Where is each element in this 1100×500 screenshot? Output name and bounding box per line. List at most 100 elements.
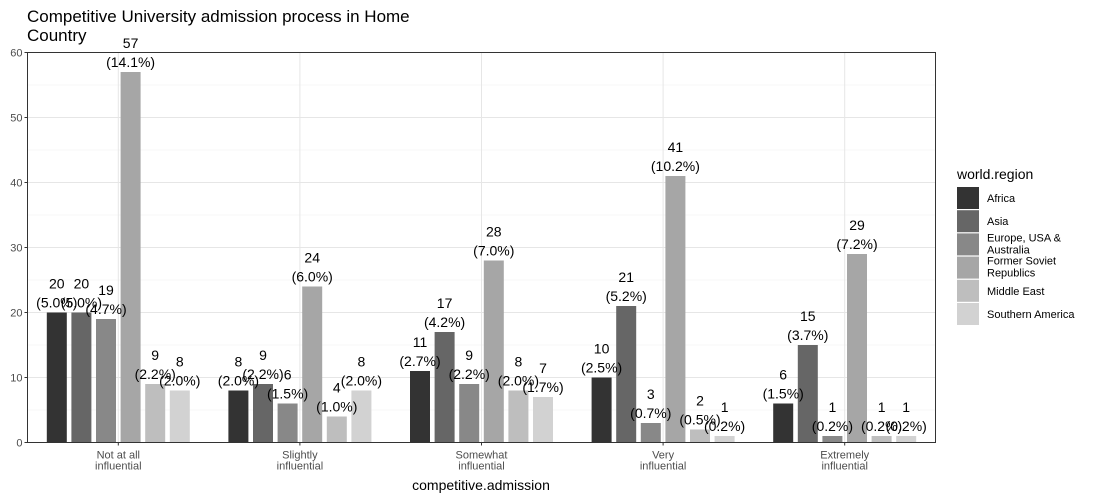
legend-label: Asia bbox=[987, 216, 1009, 228]
legend-key bbox=[957, 279, 979, 302]
data-label-percent: (1.7%) bbox=[522, 379, 563, 395]
bar bbox=[46, 312, 67, 443]
bar bbox=[434, 332, 455, 443]
data-labels: 20(5.0%)8(2.0%)11(2.7%)10(2.5%) 6(1.5%)20… bbox=[36, 35, 927, 434]
data-label-value: 1 bbox=[829, 399, 837, 415]
data-label-percent: (4.2%) bbox=[424, 314, 465, 330]
data-label-value: 8 bbox=[358, 354, 366, 370]
legend-label: Southern America bbox=[987, 309, 1075, 321]
data-label-value: 1 bbox=[878, 399, 886, 415]
data-label-percent: (3.7%) bbox=[787, 327, 828, 343]
legend-key bbox=[957, 187, 979, 209]
bar bbox=[169, 390, 190, 443]
data-label-percent: (5.0%) bbox=[36, 295, 77, 311]
bar bbox=[871, 436, 892, 443]
bar bbox=[714, 436, 735, 443]
bar bbox=[896, 436, 917, 443]
data-label-percent: (5.0%) bbox=[61, 295, 102, 311]
data-label-percent: (0.2%) bbox=[886, 418, 927, 434]
legend-key bbox=[957, 256, 979, 279]
data-label-value: 8 bbox=[235, 354, 243, 370]
data-label-percent: (2.2%) bbox=[242, 366, 283, 382]
x-tick-label: Extremely bbox=[820, 450, 869, 462]
data-label-value: 19 bbox=[98, 282, 114, 298]
legend-label: Former Soviet bbox=[987, 256, 1056, 268]
x-tick-label: Slightly bbox=[282, 450, 318, 462]
data-label-value: 1 bbox=[902, 399, 910, 415]
bar bbox=[847, 254, 867, 443]
x-tick-label: Not at all bbox=[97, 450, 140, 462]
x-tick-label: influential bbox=[640, 461, 686, 473]
bar bbox=[690, 429, 710, 443]
legend-key bbox=[957, 303, 979, 325]
data-label-value: 20 bbox=[49, 276, 65, 292]
data-label-percent: (2.2%) bbox=[135, 366, 176, 382]
data-label-value: 9 bbox=[465, 347, 473, 363]
bar bbox=[351, 390, 372, 443]
bar bbox=[616, 306, 637, 443]
x-tick-label: influential bbox=[821, 461, 867, 473]
data-label-percent: (0.5%) bbox=[679, 412, 720, 428]
data-label-percent: (5.2%) bbox=[606, 288, 647, 304]
bar bbox=[483, 260, 504, 443]
data-label-percent: (0.7%) bbox=[630, 405, 671, 421]
legend-title: world.region bbox=[956, 166, 1033, 182]
data-label-value: 11 bbox=[413, 334, 428, 350]
data-label-percent: (0.2%) bbox=[812, 418, 853, 434]
data-label-value: 29 bbox=[849, 217, 865, 233]
bars bbox=[46, 72, 917, 443]
legend-key bbox=[957, 210, 979, 233]
legend-key bbox=[957, 233, 979, 256]
x-tick-label: influential bbox=[95, 461, 141, 473]
legend-label: Middle East bbox=[987, 286, 1044, 298]
bar bbox=[326, 416, 347, 443]
data-label-value: 24 bbox=[304, 250, 320, 266]
legend-label: Republics bbox=[987, 268, 1036, 280]
data-label-percent: (2.0%) bbox=[159, 373, 200, 389]
data-label-value: 41 bbox=[668, 139, 684, 155]
x-axis-title: competitive.admission bbox=[412, 477, 550, 493]
y-tick-label: 60 bbox=[10, 48, 22, 60]
bar bbox=[71, 312, 92, 443]
bar bbox=[773, 403, 794, 443]
data-label-percent: (1.0%) bbox=[316, 399, 357, 415]
data-label-value: 6 bbox=[779, 367, 787, 383]
y-tick-label: 10 bbox=[10, 373, 22, 385]
data-label-percent: (1.5%) bbox=[267, 386, 308, 402]
x-tick-label: Very bbox=[652, 450, 675, 462]
data-label-percent: (2.5%) bbox=[581, 360, 622, 376]
bar bbox=[410, 371, 430, 443]
bar bbox=[797, 345, 818, 443]
data-label-percent: (7.2%) bbox=[836, 236, 877, 252]
data-label-percent: (2.0%) bbox=[218, 373, 259, 389]
data-label-percent: (1.5%) bbox=[763, 386, 804, 402]
bar bbox=[822, 436, 843, 443]
data-label-value: 1 bbox=[721, 399, 729, 415]
data-label-percent: (0.2%) bbox=[861, 418, 902, 434]
y-tick-label: 20 bbox=[10, 308, 22, 320]
data-label-percent: (0.2%) bbox=[704, 418, 745, 434]
data-label-percent: (6.0%) bbox=[292, 269, 333, 285]
data-label-value: 20 bbox=[74, 276, 90, 292]
data-label-value: 3 bbox=[647, 386, 655, 402]
data-label-value: 28 bbox=[486, 224, 502, 240]
data-label-percent: (2.0%) bbox=[341, 373, 382, 389]
data-label-percent: (2.0%) bbox=[498, 373, 539, 389]
bar bbox=[228, 390, 249, 443]
data-label-value: 57 bbox=[123, 35, 139, 51]
bar bbox=[96, 319, 116, 443]
data-label-value: 8 bbox=[176, 354, 184, 370]
y-tick-label: 30 bbox=[10, 243, 22, 255]
data-label-percent: (7.0%) bbox=[473, 243, 514, 259]
bar bbox=[302, 286, 323, 443]
bar bbox=[591, 377, 612, 443]
legend-label: Australia bbox=[987, 244, 1031, 256]
bar bbox=[640, 423, 661, 443]
data-label-value: 6 bbox=[284, 367, 292, 383]
bar bbox=[508, 390, 529, 443]
legend-label: Europe, USA & bbox=[987, 232, 1062, 244]
chart-title-line-1: Competitive University admission process… bbox=[27, 7, 410, 26]
data-label-value: 9 bbox=[259, 347, 267, 363]
